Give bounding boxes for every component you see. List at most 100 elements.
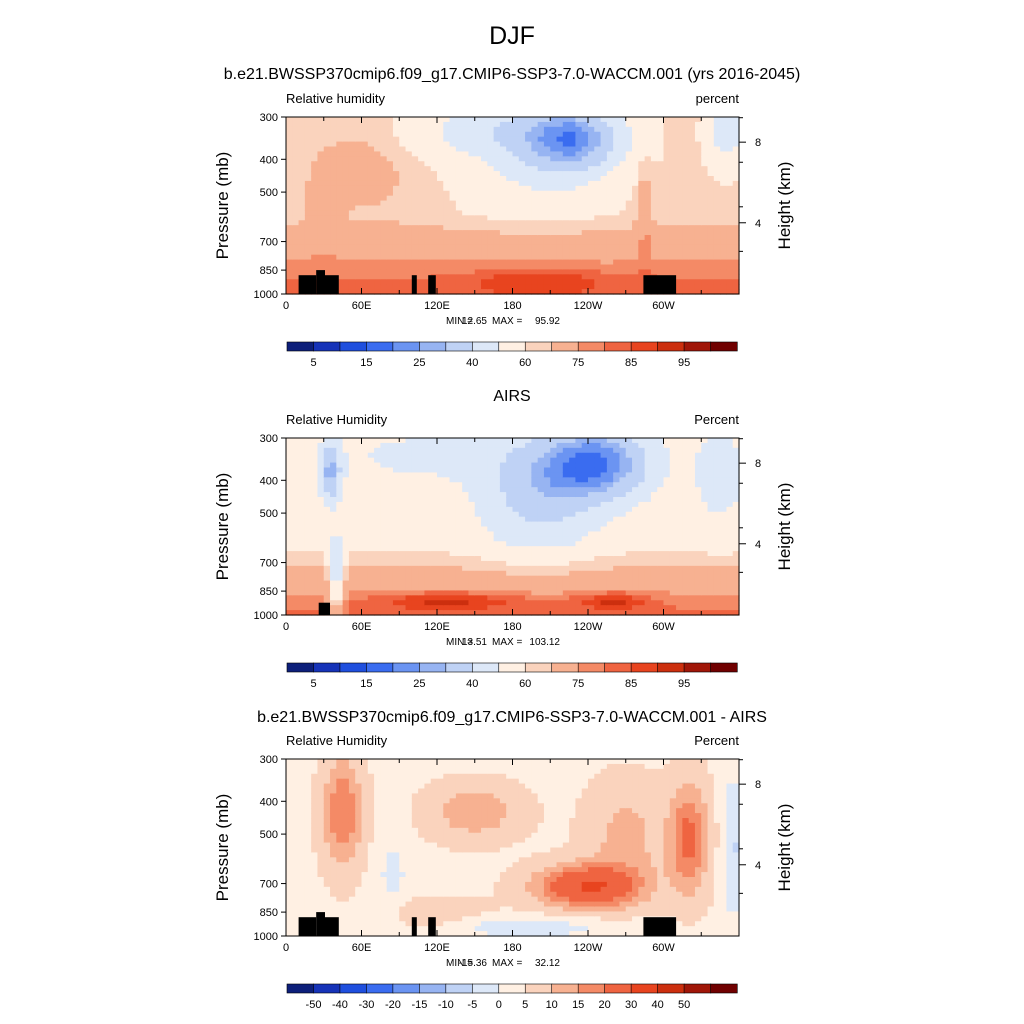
heatmap-cell (455, 565, 463, 572)
heatmap-cell (632, 501, 639, 508)
heatmap-cell (336, 180, 344, 187)
heatmap-cell (562, 600, 570, 606)
heatmap-cell (304, 117, 312, 123)
heatmap-cell (632, 447, 639, 454)
heatmap-cell (632, 487, 639, 493)
heatmap-cell (317, 501, 325, 508)
heatmap-cell (411, 516, 419, 523)
heatmap-cell (380, 565, 388, 572)
heatmap-cell (663, 166, 671, 172)
heatmap-cell (556, 462, 564, 469)
heatmap-cell (525, 585, 532, 592)
heatmap-cell (468, 511, 476, 518)
heatmap-cell (292, 264, 300, 271)
heatmap-cell (625, 141, 633, 148)
heatmap-cell (481, 244, 488, 251)
heatmap-cell (468, 279, 476, 285)
heatmap-cell (374, 180, 381, 187)
heatmap-cell (405, 215, 413, 221)
heatmap-cell (682, 531, 690, 537)
heatmap-cell (330, 180, 337, 187)
heatmap-cell (348, 230, 356, 236)
heatmap-cell (569, 146, 577, 153)
heatmap-cell (342, 166, 350, 172)
heatmap-cell (361, 235, 369, 241)
heatmap-cell (594, 536, 602, 542)
heatmap-cell (676, 126, 683, 133)
heatmap-cell (581, 185, 589, 192)
heatmap-cell (462, 146, 470, 153)
heatmap-cell (380, 235, 388, 241)
heatmap-cell (638, 249, 646, 256)
heatmap-cell (669, 521, 677, 528)
heatmap-cell (468, 146, 476, 153)
heatmap-cell (399, 220, 407, 226)
heatmap-cell (455, 225, 463, 231)
heatmap-cell (600, 600, 608, 606)
heatmap-cell (537, 580, 545, 587)
heatmap-cell (330, 141, 337, 148)
heatmap-cell (292, 457, 300, 464)
heatmap-cell (449, 117, 457, 123)
heatmap-cell (581, 259, 589, 266)
heatmap-cell (720, 146, 728, 153)
heatmap-cell (298, 457, 306, 464)
heatmap-cell (374, 284, 381, 290)
heatmap-cell (443, 526, 451, 533)
heatmap-cell (355, 452, 363, 459)
heatmap-cell (449, 225, 457, 231)
heatmap-cell (405, 565, 413, 572)
heatmap-cell (663, 176, 671, 182)
heatmap-cell (619, 497, 627, 503)
heatmap-cell (361, 259, 369, 266)
heatmap-cell (625, 546, 633, 552)
heatmap-cell (424, 151, 432, 157)
heatmap-cell (424, 284, 432, 290)
heatmap-cell (342, 146, 350, 153)
heatmap-cell (499, 200, 507, 207)
heatmap-cell (405, 452, 413, 459)
heatmap-cell (531, 215, 539, 221)
heatmap-cell (380, 239, 388, 246)
heatmap-cell (688, 249, 696, 256)
heatmap-cell (367, 259, 375, 266)
heatmap-cell (543, 220, 551, 226)
heatmap-cell (342, 605, 350, 611)
heatmap-cell (348, 279, 356, 285)
heatmap-cell (330, 161, 337, 167)
heatmap-cell (650, 546, 658, 552)
heatmap-cell (462, 492, 470, 498)
heatmap-cell (443, 521, 451, 528)
heatmap-cell (399, 585, 407, 592)
heatmap-cell (424, 541, 432, 547)
y-axis-title: Pressure (mb) (213, 152, 232, 260)
heatmap-cell (732, 220, 740, 226)
heatmap-cell (525, 477, 532, 483)
heatmap-cell (311, 477, 319, 483)
heatmap-cell (726, 151, 734, 157)
heatmap-cell (386, 235, 394, 241)
heatmap-cell (399, 121, 407, 128)
heatmap-cell (682, 156, 690, 162)
heatmap-cell (613, 279, 621, 285)
heatmap-cell (512, 230, 520, 236)
heatmap-cell (493, 560, 501, 567)
heatmap-cell (298, 230, 306, 236)
heatmap-cell (638, 442, 646, 449)
heatmap-cell (512, 190, 520, 197)
heatmap-cell (468, 161, 476, 167)
heatmap-cell (348, 541, 356, 547)
heatmap-cell (392, 205, 400, 212)
heatmap-cell (481, 161, 488, 167)
heatmap-cell (569, 269, 577, 275)
heatmap-cell (512, 457, 520, 464)
heatmap-cell (543, 482, 551, 488)
heatmap-cell (638, 195, 646, 202)
heatmap-cell (537, 244, 545, 251)
heatmap-cell (449, 595, 457, 601)
heatmap-cell (575, 546, 583, 552)
heatmap-cell (374, 225, 381, 231)
heatmap-cell (430, 452, 438, 459)
heatmap-cell (562, 249, 570, 256)
heatmap-cell (562, 215, 570, 221)
